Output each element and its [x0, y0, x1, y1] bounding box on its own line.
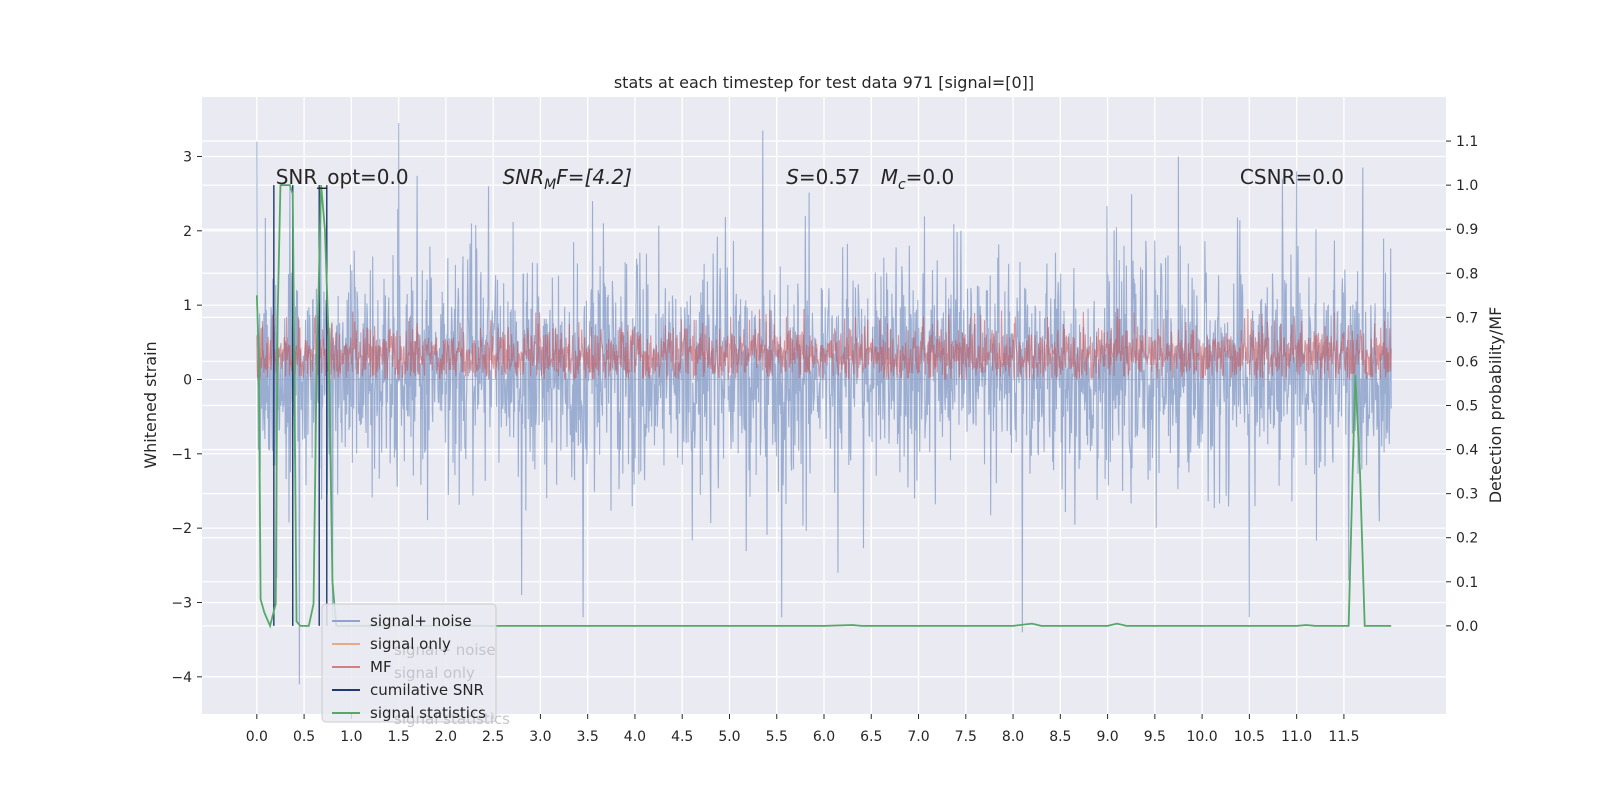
y-tick-label: −4: [171, 670, 192, 686]
annotation-rest: =0.57: [799, 165, 860, 189]
annotation-rest: F=[4.2]: [556, 165, 632, 189]
y-axis-label: Whitened strain: [141, 341, 160, 468]
x-tick-label: 1.0: [340, 729, 362, 745]
x-tick-label: 7.5: [955, 729, 977, 745]
legend-label: cumilative SNR: [370, 681, 484, 699]
y-tick-label: 3: [183, 149, 192, 165]
legend-ghost-label: signal only: [394, 664, 475, 682]
x-tick-label: 7.0: [907, 729, 929, 745]
y-tick-label: −3: [171, 595, 192, 611]
x-tick-label: 3.0: [529, 729, 551, 745]
annotations: SNR_opt=0.0 SNRMF=[4.2] S=0.57 Mc=0.0 CSNR=0…: [276, 165, 1344, 193]
annotation-main: SNR: [503, 165, 545, 189]
y-tick-label: 1: [183, 298, 192, 314]
x-tick-label: 6.5: [860, 729, 882, 745]
x-tick-label: 2.5: [482, 729, 504, 745]
x-tick-label: 8.5: [1049, 729, 1071, 745]
x-tick-label: 9.0: [1096, 729, 1118, 745]
y-tick-label: 2: [183, 224, 192, 240]
annotation-snr-opt: SNR_opt=0.0: [276, 165, 409, 189]
annotation-main: M: [881, 165, 898, 189]
legend-label: signal only: [370, 635, 451, 653]
y2-tick-label: 0.6: [1456, 354, 1478, 370]
annotation-csnr: CSNR=0.0: [1240, 165, 1344, 189]
x-tick-label: 9.5: [1144, 729, 1166, 745]
y2-tick-label: 0.8: [1456, 266, 1478, 282]
y-tick-label: −1: [171, 447, 192, 463]
annotation-subscript: M: [544, 177, 556, 193]
y-tick-label: 0: [183, 372, 192, 388]
legend-ghost-label: signal statistics: [394, 710, 510, 728]
chart-title: stats at each timestep for test data 971…: [614, 73, 1034, 92]
x-tick-label: 4.5: [671, 729, 693, 745]
x-tick-label: 0.0: [246, 729, 268, 745]
x-tick-label: 10.0: [1187, 729, 1218, 745]
legend-box: [321, 603, 497, 723]
annotation-mc-value: Mc=0.0: [881, 165, 955, 193]
annotation-s-value: S=0.57: [786, 165, 860, 189]
x-tick-label: 11.0: [1281, 729, 1312, 745]
x-tick-label: 8.0: [1002, 729, 1024, 745]
annotation-subscript: c: [898, 177, 906, 193]
axes: 0.0 0.5 1.0 1.5 2.0 2.5 3.0 3.5 4.0 4.5 5.0 5.5 6.0 6…: [171, 134, 1478, 745]
annotation-rest: =0.0: [906, 165, 955, 189]
y2-tick-label: 0.9: [1456, 222, 1478, 238]
x-tick-label: 5.5: [766, 729, 788, 745]
y2-tick-label: 0.1: [1456, 575, 1478, 591]
y2-tick-label: 1.0: [1456, 178, 1478, 194]
legend-label: signal+ noise: [370, 612, 472, 630]
annotation-snr-mf: SNRMF=[4.2]: [503, 165, 632, 193]
y2-tick-label: 0.4: [1456, 443, 1478, 459]
x-tick-label: 3.5: [577, 729, 599, 745]
x-tick-label: 2.0: [435, 729, 457, 745]
y2-tick-label: 1.1: [1456, 134, 1478, 150]
annotation-main: S: [786, 165, 799, 189]
x-tick-label: 0.5: [293, 729, 315, 745]
x-tick-label: 10.5: [1234, 729, 1265, 745]
x-tick-label: 11.5: [1328, 729, 1359, 745]
y2-tick-label: 0.0: [1456, 619, 1478, 635]
series-mf: [256, 308, 1392, 381]
legend-ghost-label: signal+ noise: [394, 641, 496, 659]
legend-label: signal statistics: [370, 704, 486, 722]
y2-tick-label: 0.5: [1456, 399, 1478, 415]
y2-tick-label: 0.7: [1456, 310, 1478, 326]
legend-label: MF: [370, 658, 392, 676]
x-tick-label: 4.0: [624, 729, 646, 745]
x-tick-label: 1.5: [387, 729, 409, 745]
x-tick-label: 6.0: [813, 729, 835, 745]
y2-tick-label: 0.3: [1456, 487, 1478, 503]
y-tick-label: −2: [171, 521, 192, 537]
x-tick-label: 5.0: [718, 729, 740, 745]
y2-tick-label: 0.2: [1456, 531, 1478, 547]
y2-axis-label: Detection probability/MF: [1486, 307, 1505, 504]
